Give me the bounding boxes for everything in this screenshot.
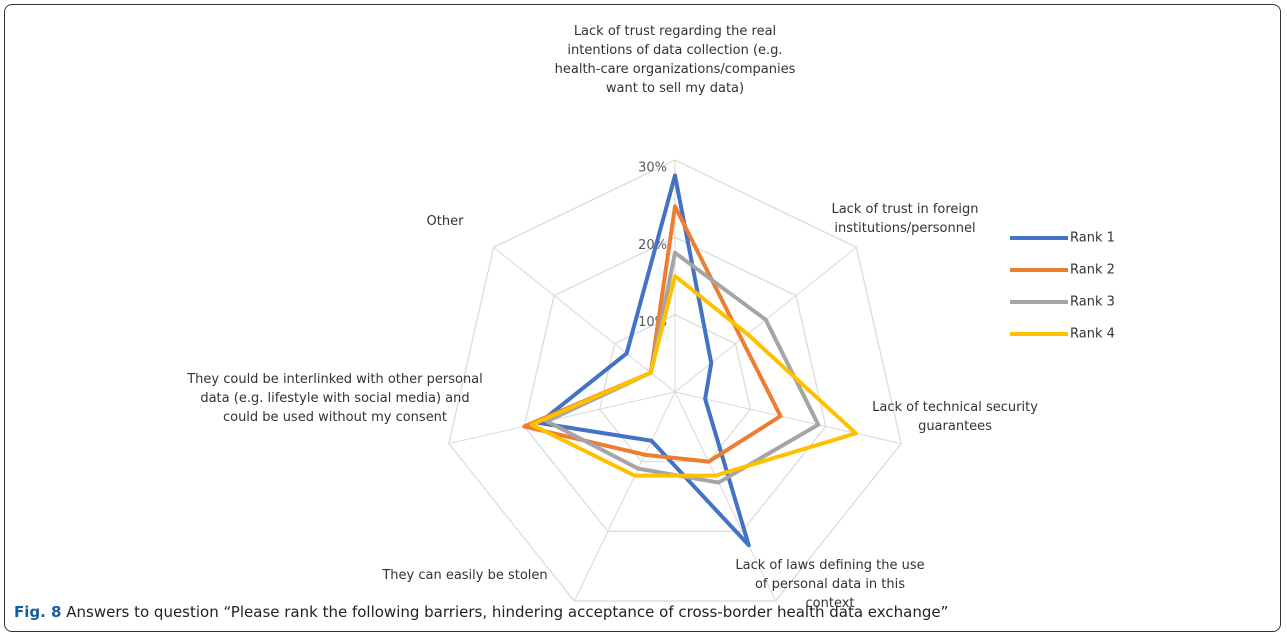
grid-ring (448, 159, 902, 602)
spoke (573, 391, 676, 602)
legend-label: Rank 2 (1070, 263, 1115, 278)
legend-label: Rank 1 (1070, 231, 1115, 246)
category-label: Lack of technical security guarantees (872, 400, 1038, 434)
category-label: Lack of laws defining the use of persona… (735, 558, 925, 611)
legend-label: Rank 3 (1070, 295, 1115, 310)
series-line (537, 173, 751, 548)
category-label: Lack of trust regarding the real intenti… (554, 24, 796, 96)
category-label: They could be interlinked with other per… (187, 372, 483, 425)
grid-ring (523, 236, 827, 532)
r-tick-label: 20% (638, 238, 667, 253)
caption-block: Fig. 8 Answers to question “Please rank … (14, 603, 948, 621)
spoke (493, 246, 676, 393)
spoke (674, 391, 902, 445)
legend-label: Rank 4 (1070, 327, 1115, 342)
spoke (674, 391, 777, 602)
category-label: Other (426, 214, 464, 229)
category-label: Lack of trust in foreign institutions/pe… (831, 202, 979, 236)
series-line (529, 274, 858, 478)
spoke (448, 391, 676, 445)
caption: Answers to question “Please rank the fol… (66, 603, 949, 621)
r-tick-label: 30% (638, 161, 667, 176)
category-label: They can easily be stolen (382, 568, 548, 583)
figure-border (4, 4, 1281, 632)
grid-ring (598, 314, 752, 463)
figure-label: Fig. 8 (14, 603, 62, 621)
